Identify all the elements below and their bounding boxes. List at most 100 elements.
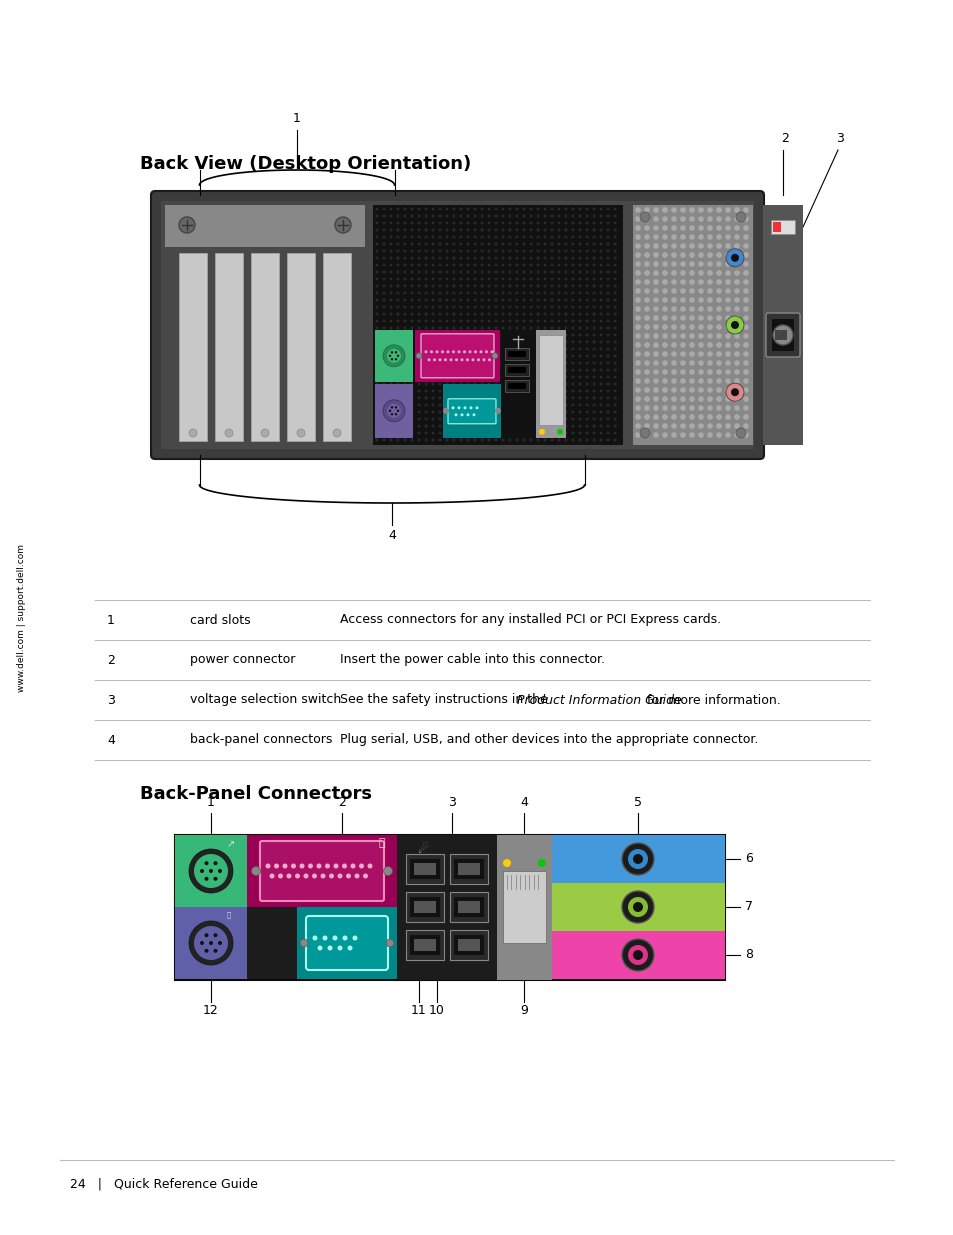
Circle shape bbox=[557, 362, 560, 364]
Circle shape bbox=[375, 312, 378, 315]
Circle shape bbox=[515, 341, 518, 343]
Circle shape bbox=[403, 417, 406, 420]
Circle shape bbox=[424, 257, 427, 259]
Circle shape bbox=[375, 354, 378, 357]
Circle shape bbox=[543, 249, 546, 252]
Circle shape bbox=[725, 316, 743, 333]
Circle shape bbox=[564, 270, 567, 273]
Circle shape bbox=[445, 333, 448, 336]
Circle shape bbox=[396, 417, 399, 420]
Circle shape bbox=[410, 383, 413, 385]
Circle shape bbox=[508, 320, 511, 322]
Circle shape bbox=[706, 351, 712, 357]
Circle shape bbox=[473, 305, 476, 309]
Circle shape bbox=[653, 342, 659, 348]
Circle shape bbox=[698, 378, 703, 384]
Circle shape bbox=[403, 404, 406, 406]
Circle shape bbox=[606, 326, 609, 330]
Circle shape bbox=[598, 299, 602, 301]
Circle shape bbox=[494, 341, 497, 343]
Circle shape bbox=[706, 261, 712, 267]
Circle shape bbox=[417, 417, 420, 420]
Circle shape bbox=[679, 298, 685, 303]
Circle shape bbox=[382, 207, 385, 210]
Circle shape bbox=[698, 279, 703, 285]
Circle shape bbox=[487, 299, 490, 301]
Circle shape bbox=[564, 368, 567, 372]
Circle shape bbox=[459, 333, 462, 336]
Circle shape bbox=[466, 278, 469, 280]
Circle shape bbox=[606, 431, 609, 435]
Circle shape bbox=[635, 333, 640, 338]
Circle shape bbox=[337, 873, 342, 878]
Circle shape bbox=[661, 243, 667, 248]
Circle shape bbox=[557, 299, 560, 301]
Circle shape bbox=[480, 410, 483, 414]
Circle shape bbox=[653, 225, 659, 231]
Circle shape bbox=[536, 362, 539, 364]
Circle shape bbox=[382, 347, 385, 351]
Circle shape bbox=[417, 278, 420, 280]
Circle shape bbox=[375, 236, 378, 238]
Circle shape bbox=[606, 299, 609, 301]
Circle shape bbox=[522, 207, 525, 210]
Circle shape bbox=[452, 389, 455, 393]
Circle shape bbox=[543, 236, 546, 238]
Circle shape bbox=[724, 378, 730, 384]
Circle shape bbox=[585, 410, 588, 414]
Circle shape bbox=[613, 341, 616, 343]
Circle shape bbox=[501, 362, 504, 364]
Circle shape bbox=[635, 216, 640, 222]
Circle shape bbox=[557, 354, 560, 357]
Circle shape bbox=[550, 431, 553, 435]
Circle shape bbox=[529, 305, 532, 309]
Circle shape bbox=[536, 438, 539, 441]
Circle shape bbox=[679, 243, 685, 248]
Circle shape bbox=[679, 405, 685, 411]
Circle shape bbox=[417, 347, 420, 351]
Circle shape bbox=[417, 410, 420, 414]
Circle shape bbox=[403, 215, 406, 217]
Circle shape bbox=[679, 333, 685, 338]
Text: back-panel connectors: back-panel connectors bbox=[190, 734, 332, 746]
Circle shape bbox=[679, 207, 685, 212]
Circle shape bbox=[671, 388, 676, 393]
Circle shape bbox=[716, 279, 721, 285]
Circle shape bbox=[592, 299, 595, 301]
Circle shape bbox=[724, 424, 730, 429]
Circle shape bbox=[445, 396, 448, 399]
Circle shape bbox=[529, 207, 532, 210]
Circle shape bbox=[742, 424, 748, 429]
Circle shape bbox=[688, 235, 694, 240]
Circle shape bbox=[375, 341, 378, 343]
Circle shape bbox=[698, 225, 703, 231]
Circle shape bbox=[452, 263, 455, 267]
Circle shape bbox=[209, 941, 213, 945]
Circle shape bbox=[592, 375, 595, 378]
Circle shape bbox=[606, 257, 609, 259]
Circle shape bbox=[550, 207, 553, 210]
Circle shape bbox=[396, 431, 399, 435]
Circle shape bbox=[389, 320, 392, 322]
Circle shape bbox=[543, 326, 546, 330]
Circle shape bbox=[606, 333, 609, 336]
Circle shape bbox=[698, 388, 703, 393]
Circle shape bbox=[543, 284, 546, 288]
Circle shape bbox=[382, 305, 385, 309]
Circle shape bbox=[522, 425, 525, 427]
Circle shape bbox=[592, 320, 595, 322]
Circle shape bbox=[706, 270, 712, 275]
Circle shape bbox=[515, 299, 518, 301]
Circle shape bbox=[189, 429, 196, 437]
Circle shape bbox=[653, 432, 659, 437]
Circle shape bbox=[355, 873, 359, 878]
Circle shape bbox=[724, 279, 730, 285]
Bar bbox=[454, 935, 483, 955]
Circle shape bbox=[462, 351, 465, 353]
Circle shape bbox=[515, 228, 518, 231]
Circle shape bbox=[529, 368, 532, 372]
Bar bbox=[507, 383, 525, 389]
Circle shape bbox=[578, 257, 581, 259]
Circle shape bbox=[501, 354, 504, 357]
Bar bbox=[165, 205, 365, 247]
